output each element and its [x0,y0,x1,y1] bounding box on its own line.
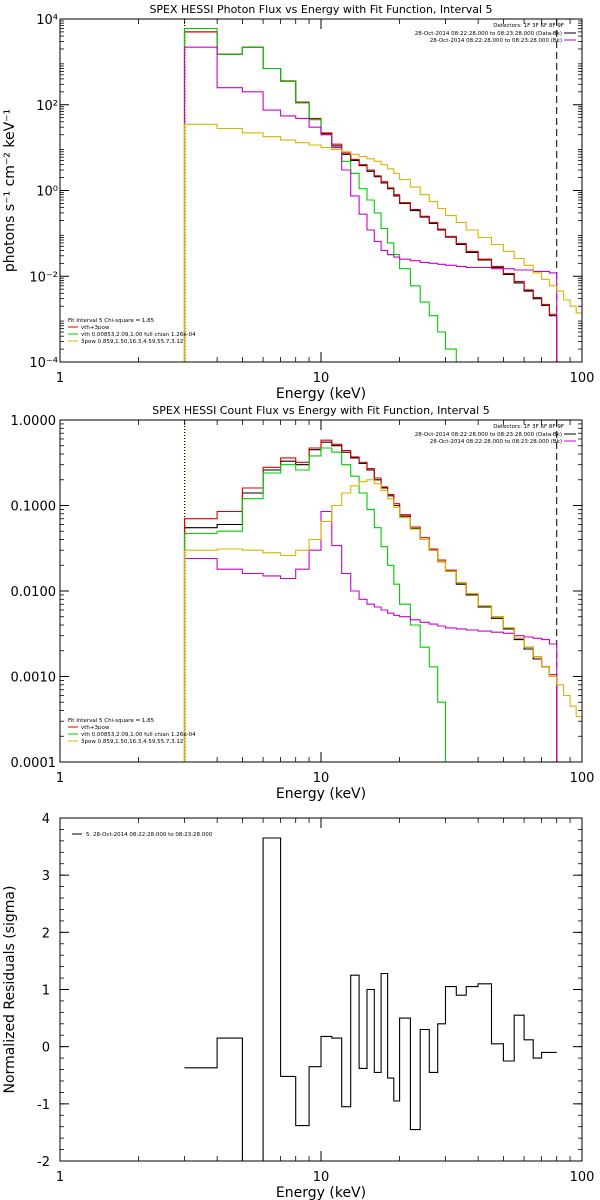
y-tick-label: -2 [37,1155,50,1170]
panel-1: SPEX HESSI Photon Flux vs Energy with Fi… [2,3,594,402]
data-layer [183,439,582,762]
y-tick-label: 0 [42,1041,50,1056]
series-line-2 [183,31,558,362]
y-tick-label: 0.0010 [11,671,57,686]
series-line-1 [183,31,558,362]
y-axis-label: photons s⁻¹ cm⁻² keV⁻¹ [2,109,18,272]
panel-3: -2 -1 0 1 2 3 4 1 10 100 Energy (keV) Normalized Re… [2,812,594,1200]
legend-entry-text: 28-Oct-2014 08:22:28.000 to 08:23:28.000… [430,38,562,44]
fit-legend-title: Fit Interval 5 Chi-square = 1.85 [68,718,155,724]
y-tick-label: 10⁻² [29,270,58,285]
series-line-4 [183,46,558,362]
plot-frame [59,18,583,363]
residual-legend-text: 5. 28-Oct-2014 08:22:28.000 to 08:23:28.… [86,832,213,838]
series-line-1 [184,837,557,1161]
x-tick-label: 1 [56,771,64,786]
y-tick-label: -1 [37,1098,50,1113]
fit-legend-text: vth+3pow [81,325,110,331]
y-axis-label: Normalized Residuals (sigma) [2,886,18,1094]
fit-legend-text: vth 0.00853,2.09,1.00 full chian 1.26e-0… [81,732,196,738]
x-axis-label: Energy (keV) [276,386,366,402]
y-tick-label: 0.0001 [11,756,57,771]
x-axis-label: Energy (keV) [276,786,366,802]
y-tick-label: 10⁴ [36,13,58,28]
fit-legend-title: Fit Interval 5 Chi-square = 1.85 [68,318,155,324]
x-tick-label: 100 [570,1170,595,1185]
y-tick-label: 2 [42,926,50,941]
y-tick-label: 1.0000 [11,414,57,429]
y-tick-label: 1 [42,984,50,999]
chart-title: SPEX HESSI Photon Flux vs Energy with Fi… [149,3,492,16]
plot-frame [59,419,583,763]
legend-entry-text: 28-Oct-2014 08:22:28.000 to 08:23:28.000… [430,439,562,445]
x-tick-label: 10 [313,771,330,786]
chart-title: SPEX HESSI Count Flux vs Energy with Fit… [152,404,489,417]
x-tick-label: 1 [56,1170,64,1185]
series-line-2 [183,439,558,762]
x-tick-label: 100 [570,771,595,786]
x-tick-label: 10 [313,1170,330,1185]
fit-legend-text: 3pow 0.859,1.50,16.3,4.59,55.7,3.12 [81,339,183,345]
legend-detectors: Detectors: 1F 3F 6F 8F 9F [493,23,564,29]
fit-legend-text: vth+3pow [81,725,110,731]
fit-legend-text: 3pow 0.859,1.50,16.3,4.59,55.7,3.12 [81,739,183,745]
series-line-3 [183,27,457,362]
data-layer [183,27,582,362]
y-tick-label: 0.1000 [11,500,57,515]
legend-detectors: Detectors: 1F 3F 6F 8F 9F [493,424,564,430]
plot-frame [59,817,583,1162]
x-tick-label: 1 [56,371,64,386]
x-tick-label: 10 [313,371,330,386]
y-tick-label: 10⁰ [36,185,58,200]
series-line-5 [183,123,582,362]
y-tick-label: 3 [42,869,50,884]
legend-entry-text: 28-Oct-2014 08:22:28.000 to 08:23:28.000… [415,432,562,438]
legend-entry-text: 28-Oct-2014 08:22:28.000 to 08:23:28.000… [415,31,562,37]
x-axis-label: Energy (keV) [276,1185,366,1200]
y-tick-label: 4 [42,812,50,827]
y-tick-label: 0.0100 [11,585,57,600]
y-tick-label: 10² [36,99,58,114]
y-tick-label: 10⁻⁴ [29,356,58,371]
data-layer [184,837,557,1161]
x-tick-label: 100 [570,371,595,386]
series-line-4 [183,510,558,762]
series-line-1 [183,441,558,762]
series-line-3 [183,447,447,762]
series-line-5 [183,479,582,762]
fit-legend-text: vth 0.00853,2.09,1.00 full chian 1.26e-0… [81,332,196,338]
panel-2: SPEX HESSI Count Flux vs Energy with Fit… [11,404,595,802]
